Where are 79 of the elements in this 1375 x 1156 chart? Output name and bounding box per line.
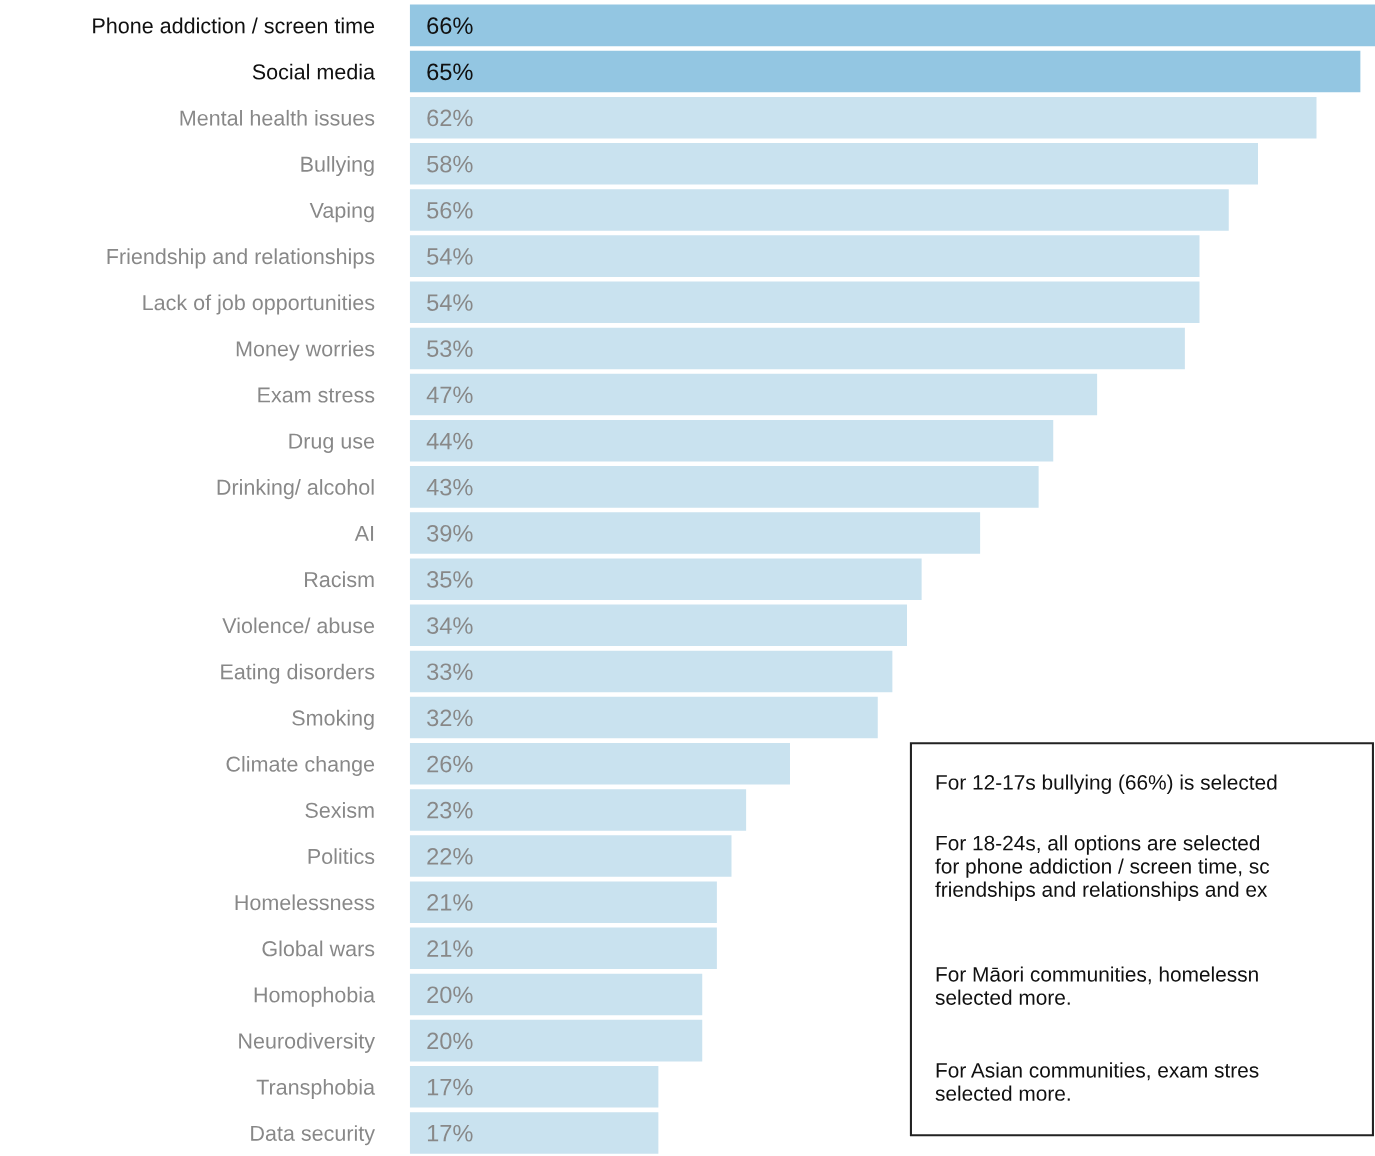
data-label: 65% [427, 63, 473, 81]
y-tick-label: Climate change [226, 755, 375, 777]
y-tick-label: Homelessness [235, 894, 375, 911]
data-label: 21% [427, 940, 473, 957]
y-tick-label: Violence/ abuse [222, 617, 375, 634]
y-tick-label: Homophobia [254, 986, 376, 1007]
annotation: For Māori communities, homelessn selected more. [935, 966, 1258, 1005]
y-tick-label: Friendship and relationships [107, 248, 375, 269]
data-label: 21% [427, 894, 473, 911]
bar [409, 373, 1098, 416]
bar [409, 558, 922, 600]
y-tick-label: Bullying [301, 156, 374, 177]
data-label: 20% [427, 1032, 473, 1050]
data-label: 58% [427, 155, 473, 173]
bar [409, 835, 732, 877]
bar [409, 466, 1039, 508]
data-label: 32% [427, 709, 473, 727]
y-tick-label: Eating disorders [221, 663, 375, 684]
bar [409, 927, 717, 970]
data-label: 34% [427, 617, 473, 634]
bar [409, 604, 907, 647]
y-tick-label: Smoking [292, 709, 374, 730]
y-tick-label: Neurodiversity [239, 1032, 375, 1053]
y-tick-label: Global wars [262, 940, 375, 957]
data-label: 44% [426, 432, 473, 450]
y-tick-label: Sexism [305, 802, 374, 818]
annotation: For 18-24s, all options are selected for phone addiction / screen time, sc friendships and relationships and ex [935, 835, 1270, 902]
bar [409, 235, 1200, 277]
data-label: 54% [427, 294, 473, 311]
bar [409, 1112, 659, 1154]
y-tick-label: Mental health issues [180, 109, 375, 126]
data-label: 39% [427, 524, 473, 542]
y-tick-label: Exam stress [258, 387, 375, 403]
data-label: 62% [427, 109, 473, 127]
data-label: 26% [427, 755, 473, 773]
bar [409, 1066, 659, 1108]
y-tick-label: Transphobia [256, 1078, 376, 1100]
bar [409, 96, 1317, 139]
bar [409, 881, 717, 923]
y-tick-label: Vaping [309, 202, 374, 223]
data-label: 66% [427, 17, 473, 35]
y-tick-label: Drug use [289, 433, 375, 453]
bar [409, 789, 747, 831]
bar [409, 189, 1229, 231]
bar [409, 143, 1258, 185]
y-tick-label: Phone addiction / screen time [93, 17, 375, 34]
bar [409, 512, 981, 554]
bar [409, 973, 703, 1016]
bar [409, 742, 790, 785]
y-tick-label: Social media [252, 63, 376, 80]
annotation: For Asian communities, exam stres selected more. [935, 1062, 1259, 1101]
data-label: 17% [427, 1124, 473, 1142]
bar [409, 50, 1361, 93]
data-label: 17% [427, 1078, 473, 1096]
bar [409, 327, 1185, 370]
data-label: 35% [427, 571, 473, 588]
data-label: 43% [426, 478, 473, 496]
y-tick-label: Politics [308, 848, 375, 865]
data-label: 22% [427, 847, 473, 865]
data-label: 47% [426, 386, 473, 404]
data-label: 20% [427, 986, 473, 1004]
y-tick-label: Data security [251, 1125, 375, 1146]
bar [409, 696, 878, 739]
y-tick-label: Drinking/ alcohol [217, 479, 374, 500]
bar [409, 281, 1200, 324]
data-label: 56% [427, 201, 473, 219]
y-tick-label: Lack of job opportunities [143, 294, 375, 315]
data-label: 23% [427, 801, 473, 819]
data-label: 54% [427, 248, 473, 265]
y-tick-label: AI [354, 526, 374, 541]
y-tick-label: Money worries [236, 340, 375, 361]
bar [409, 1019, 703, 1062]
y-tick-label: Racism [305, 571, 374, 588]
bar [409, 419, 1054, 462]
bar [409, 650, 893, 693]
annotation: For 12-17s bullying (66%) is selected [936, 774, 1277, 794]
data-label: 53% [427, 340, 473, 358]
data-label: 33% [427, 663, 473, 681]
bar [409, 4, 1375, 47]
